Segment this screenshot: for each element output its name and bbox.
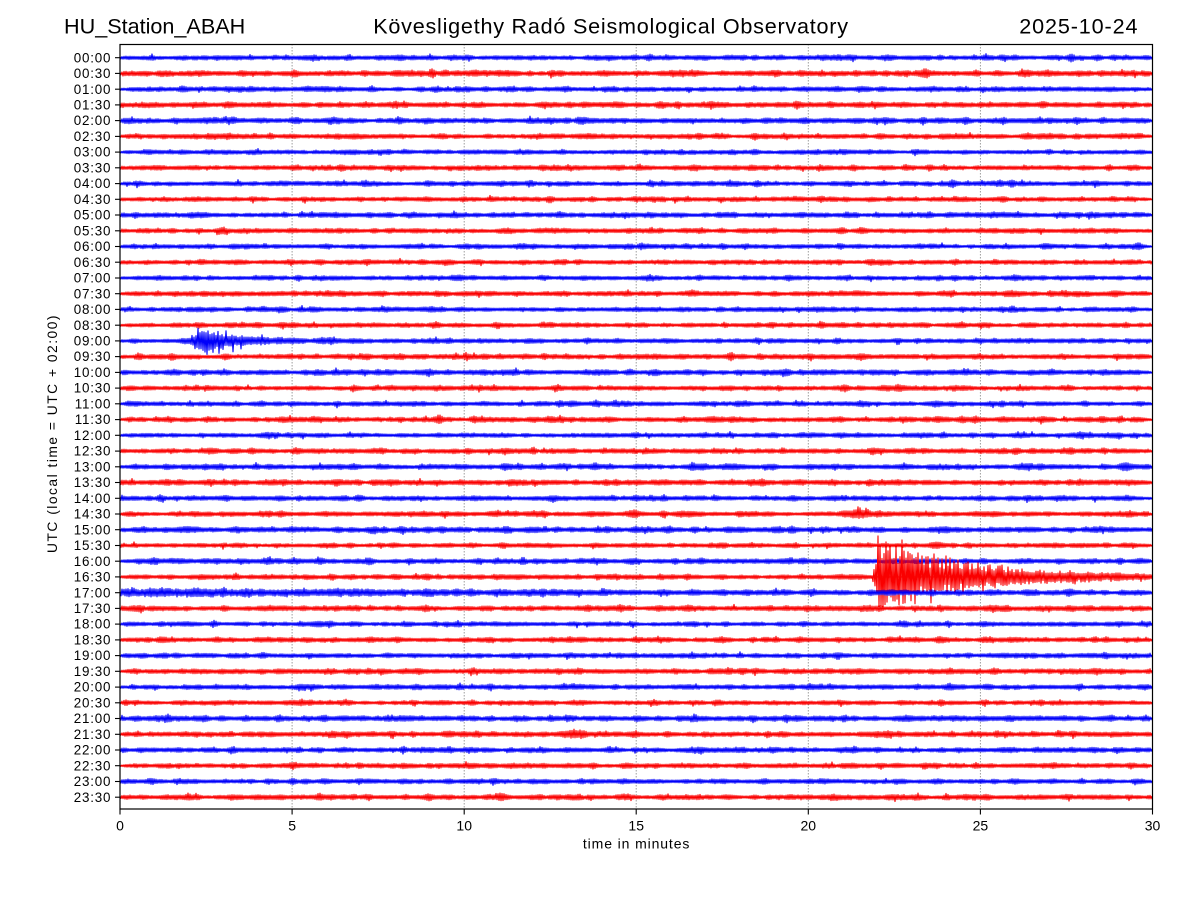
svg-text:09:00: 09:00 <box>74 334 112 349</box>
svg-text:06:00: 06:00 <box>74 239 112 254</box>
svg-text:13:00: 13:00 <box>74 459 112 474</box>
svg-text:5: 5 <box>288 817 296 833</box>
svg-text:22:30: 22:30 <box>74 758 112 773</box>
svg-text:23:30: 23:30 <box>74 790 112 805</box>
svg-text:HU_Station_ABAH: HU_Station_ABAH <box>64 14 245 39</box>
svg-text:05:00: 05:00 <box>74 208 112 223</box>
svg-text:10:00: 10:00 <box>74 365 112 380</box>
svg-text:00:00: 00:00 <box>74 50 112 65</box>
svg-text:22:00: 22:00 <box>74 743 112 758</box>
svg-text:11:00: 11:00 <box>75 396 112 411</box>
svg-text:03:30: 03:30 <box>74 160 112 175</box>
svg-text:15:00: 15:00 <box>74 522 112 537</box>
svg-text:04:00: 04:00 <box>74 176 112 191</box>
svg-text:02:30: 02:30 <box>74 129 112 144</box>
svg-text:00:30: 00:30 <box>74 66 112 81</box>
svg-text:15:30: 15:30 <box>74 538 112 553</box>
svg-text:08:30: 08:30 <box>74 318 112 333</box>
svg-text:20:30: 20:30 <box>74 695 112 710</box>
svg-text:14:30: 14:30 <box>74 507 112 522</box>
svg-text:20:00: 20:00 <box>74 680 112 695</box>
svg-text:17:00: 17:00 <box>74 585 112 600</box>
svg-text:08:00: 08:00 <box>74 302 112 317</box>
svg-text:16:30: 16:30 <box>74 570 112 585</box>
svg-text:10:30: 10:30 <box>74 381 112 396</box>
svg-text:12:00: 12:00 <box>74 428 112 443</box>
svg-text:04:30: 04:30 <box>74 192 112 207</box>
svg-text:18:30: 18:30 <box>74 633 112 648</box>
svg-text:21:30: 21:30 <box>74 727 112 742</box>
svg-text:20: 20 <box>801 817 817 833</box>
svg-text:17:30: 17:30 <box>74 601 112 616</box>
svg-text:0: 0 <box>116 817 124 833</box>
svg-text:10: 10 <box>456 817 472 833</box>
svg-text:01:30: 01:30 <box>74 98 112 113</box>
svg-text:01:00: 01:00 <box>74 82 112 97</box>
svg-text:Kövesligethy Radó Seismologica: Kövesligethy Radó Seismological Observat… <box>373 14 849 39</box>
svg-text:21:00: 21:00 <box>74 711 112 726</box>
svg-text:13:30: 13:30 <box>74 475 112 490</box>
svg-text:09:30: 09:30 <box>74 349 112 364</box>
svg-text:14:00: 14:00 <box>74 491 112 506</box>
svg-text:06:30: 06:30 <box>74 255 112 270</box>
svg-text:05:30: 05:30 <box>74 223 112 238</box>
svg-text:11:30: 11:30 <box>75 412 112 427</box>
svg-text:02:00: 02:00 <box>74 113 112 128</box>
svg-text:23:00: 23:00 <box>74 774 112 789</box>
svg-text:UTC (local time = UTC + 02:00): UTC (local time = UTC + 02:00) <box>45 314 60 553</box>
svg-text:15: 15 <box>628 817 644 833</box>
svg-text:07:00: 07:00 <box>74 271 112 286</box>
svg-text:19:00: 19:00 <box>74 648 112 663</box>
svg-text:16:00: 16:00 <box>74 554 112 569</box>
svg-text:25: 25 <box>973 817 989 833</box>
svg-text:2025-10-24: 2025-10-24 <box>1019 14 1138 39</box>
svg-text:07:30: 07:30 <box>74 286 112 301</box>
svg-text:18:00: 18:00 <box>74 617 112 632</box>
svg-text:19:30: 19:30 <box>74 664 112 679</box>
svg-text:12:30: 12:30 <box>74 444 112 459</box>
svg-text:time in minutes: time in minutes <box>583 836 690 852</box>
svg-text:30: 30 <box>1145 817 1161 833</box>
svg-text:03:00: 03:00 <box>74 145 112 160</box>
